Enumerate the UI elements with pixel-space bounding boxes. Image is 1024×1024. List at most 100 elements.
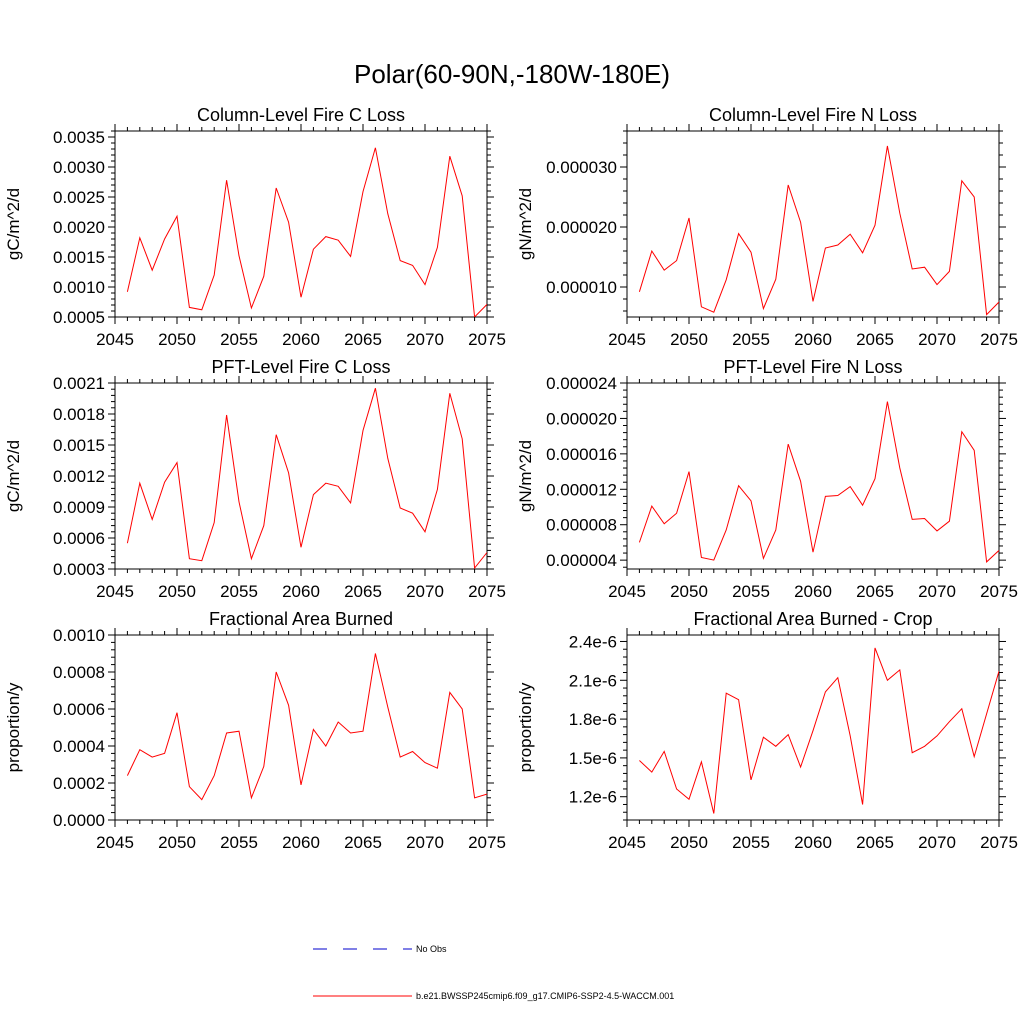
legend-case-label: b.e21.BWSSP245cmip6.f09_g17.CMIP6-SSP2-4… (416, 991, 674, 1001)
y-tick-label: 0.0006 (53, 700, 105, 719)
y-tick-label: 0.0035 (53, 128, 105, 147)
y-tick-label: 2.4e-6 (569, 632, 617, 651)
x-tick-label: 2065 (856, 582, 894, 601)
x-tick-label: 2075 (980, 582, 1018, 601)
series-line (638, 145, 999, 316)
chart-pft-level-fire-c-loss: 2045 2050 2055 2060 2065 2070 2075 0.0003 0.0006… (4, 357, 506, 601)
plot-frame (114, 382, 488, 570)
y-tick-label: 0.0004 (53, 737, 105, 756)
plot-frame (626, 634, 1000, 821)
y-tick-label: 0.0003 (53, 560, 105, 579)
y-tick-label: 0.0010 (53, 626, 105, 645)
x-tick-label: 2070 (918, 330, 956, 349)
plot-frame (626, 382, 1000, 570)
x-tick-label: 2045 (96, 582, 134, 601)
x-tick-label: 2070 (918, 833, 956, 852)
x-tick-label: 2065 (856, 330, 894, 349)
x-tick-label: 2050 (158, 833, 196, 852)
x-tick-label: 2055 (732, 330, 770, 349)
y-tick-label: 0.0030 (53, 158, 105, 177)
x-tick-label: 2055 (732, 833, 770, 852)
y-tick-label: 0.0020 (53, 218, 105, 237)
x-tick-label: 2050 (158, 582, 196, 601)
x-tick-label: 2070 (406, 582, 444, 601)
chart-fractional-area-burned: 2045 2050 2055 2060 2065 2070 2075 0.0000 0.0002… (4, 609, 506, 852)
legend: No Obs b.e21.BWSSP245cmip6.f09_g17.CMIP6… (313, 944, 674, 1001)
y-axis-label: gC/m^2/d (4, 440, 23, 512)
x-tick-label: 2055 (220, 330, 258, 349)
panel-title: Fractional Area Burned (209, 609, 393, 629)
x-tick-label: 2075 (980, 330, 1018, 349)
series-line (126, 147, 487, 317)
y-tick-label: 0.0006 (53, 529, 105, 548)
x-tick-label: 2055 (220, 582, 258, 601)
y-tick-label: 0.000016 (546, 445, 617, 464)
y-tick-label: 0.0010 (53, 278, 105, 297)
panel-title: Column-Level Fire N Loss (709, 105, 917, 125)
x-tick-label: 2060 (282, 833, 320, 852)
plot-frame (114, 130, 488, 318)
x-tick-label: 2060 (282, 330, 320, 349)
series-line (126, 653, 487, 801)
y-tick-label: 0.0005 (53, 308, 105, 327)
x-tick-label: 2060 (794, 833, 832, 852)
y-axis-label: gN/m^2/d (516, 440, 535, 512)
x-tick-label: 2060 (794, 582, 832, 601)
series-line (126, 388, 487, 569)
x-tick-label: 2065 (344, 833, 382, 852)
y-tick-label: 0.000010 (546, 278, 617, 297)
y-tick-label: 2.1e-6 (569, 671, 617, 690)
series-line (639, 647, 999, 814)
x-tick-label: 2050 (670, 833, 708, 852)
y-tick-label: 0.0002 (53, 774, 105, 793)
x-tick-label: 2045 (608, 330, 646, 349)
x-tick-label: 2050 (670, 582, 708, 601)
x-tick-label: 2070 (918, 582, 956, 601)
chart-panels: 2045 2050 2055 2060 2065 2070 2075 0.0005 0.0010… (4, 105, 1018, 852)
plot-frame (626, 130, 1000, 318)
y-tick-label: 0.000020 (546, 409, 617, 428)
y-tick-label: 0.0012 (53, 467, 105, 486)
chart-column-level-fire-c-loss: 2045 2050 2055 2060 2065 2070 2075 0.0005 0.0010… (4, 105, 506, 349)
x-tick-label: 2075 (468, 330, 506, 349)
x-tick-label: 2065 (856, 833, 894, 852)
y-tick-label: 0.000030 (546, 158, 617, 177)
x-tick-label: 2075 (468, 833, 506, 852)
y-tick-label: 1.8e-6 (569, 710, 617, 729)
x-tick-label: 2045 (96, 330, 134, 349)
x-tick-label: 2050 (670, 330, 708, 349)
x-tick-label: 2075 (468, 582, 506, 601)
y-tick-label: 0.0000 (53, 811, 105, 830)
y-tick-label: 0.000024 (546, 374, 617, 393)
y-axis-label: proportion/y (4, 682, 23, 772)
panel-title: PFT-Level Fire C Loss (211, 357, 390, 377)
chart-fractional-area-burned-crop: 2045 2050 2055 2060 2065 2070 2075 1.2e-6 1.5e-6… (516, 609, 1018, 852)
y-tick-label: 0.000012 (546, 480, 617, 499)
y-tick-label: 0.000008 (546, 516, 617, 535)
y-tick-label: 0.0021 (53, 374, 105, 393)
y-tick-label: 0.000004 (546, 551, 617, 570)
y-tick-label: 0.0025 (53, 188, 105, 207)
x-tick-label: 2065 (344, 330, 382, 349)
x-tick-label: 2045 (608, 833, 646, 852)
y-tick-label: 1.2e-6 (569, 788, 617, 807)
y-axis-label: gC/m^2/d (4, 188, 23, 260)
x-tick-label: 2075 (980, 833, 1018, 852)
x-tick-label: 2070 (406, 330, 444, 349)
plot-frame (114, 634, 488, 821)
y-tick-label: 0.0009 (53, 498, 105, 517)
y-tick-label: 0.0015 (53, 436, 105, 455)
x-tick-label: 2045 (96, 833, 134, 852)
legend-no-obs-label: No Obs (416, 944, 447, 954)
x-tick-label: 2055 (732, 582, 770, 601)
x-tick-label: 2045 (608, 582, 646, 601)
y-tick-label: 0.0008 (53, 663, 105, 682)
panel-title: Fractional Area Burned - Crop (693, 609, 932, 629)
x-tick-label: 2070 (406, 833, 444, 852)
y-axis-label: proportion/y (516, 682, 535, 772)
x-tick-label: 2065 (344, 582, 382, 601)
y-tick-label: 0.0018 (53, 405, 105, 424)
series-line (638, 401, 999, 563)
chart-pft-level-fire-n-loss: 2045 2050 2055 2060 2065 2070 2075 0.000004 0.00… (516, 357, 1018, 601)
